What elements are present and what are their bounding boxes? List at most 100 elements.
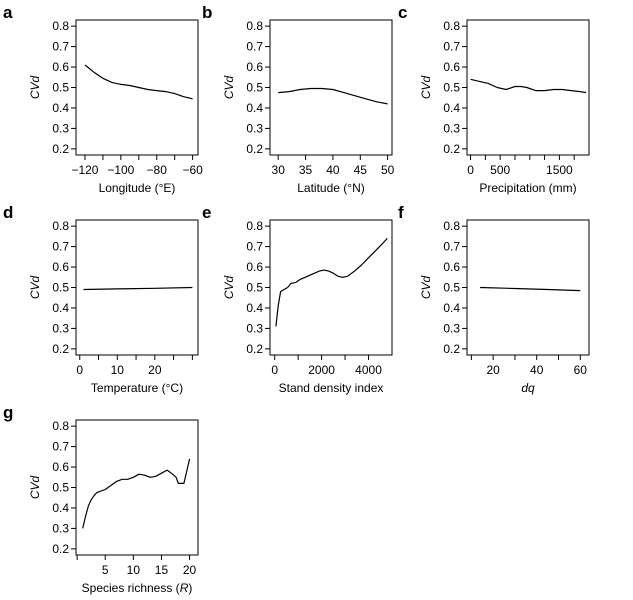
panel-f: f 0.2 0.3 0.4 0.5 0.6 0.7 0.8 20 40 60 dq CVd [398, 203, 590, 395]
series-line [480, 286, 581, 292]
y-axis-label: CVd [28, 276, 42, 300]
series-line [82, 458, 191, 529]
y-tick-label: 0.7 [246, 40, 263, 54]
x-tick-label: 4000 [355, 363, 382, 377]
y-tick-label: 0.7 [52, 40, 69, 54]
y-tick-label: 0.2 [52, 142, 69, 156]
y-tick-label: 0.4 [443, 301, 460, 315]
x-tick-label: −60 [182, 163, 203, 177]
panel-a: a 0.2 0.3 0.4 0.5 0.6 0.7 0.8 −120 −100 −80 −60 Long… [3, 3, 203, 195]
y-tick-label: 0.8 [246, 19, 263, 33]
y-tick-label: 0.5 [52, 281, 69, 295]
panel-d: d 0.2 0.3 0.4 0.5 0.6 0.7 0.8 0 10 20 Temperature (… [3, 203, 199, 395]
x-tick-label: 40 [326, 163, 340, 177]
x-tick-label: 20 [183, 563, 197, 577]
x-axis-label: Longitude (°E) [99, 181, 176, 195]
y-tick-label: 0.8 [52, 219, 69, 233]
plot-frame [269, 19, 393, 156]
x-axis-label: dq [521, 381, 535, 395]
y-tick-label: 0.7 [443, 240, 460, 254]
panel-letter-c: c [398, 3, 407, 22]
x-tick-label: −80 [147, 163, 168, 177]
y-tick-label: 0.6 [52, 460, 69, 474]
y-axis-label: CVd [222, 76, 236, 100]
y-tick-label: 0.7 [52, 240, 69, 254]
y-tick-label: 0.7 [443, 40, 460, 54]
y-tick-label: 0.3 [52, 521, 69, 535]
y-axis-label: CVd [28, 76, 42, 100]
y-tick-label: 0.5 [246, 81, 263, 95]
panel-letter-a: a [3, 3, 13, 22]
x-axis-label: Species richness (R) [82, 581, 193, 595]
x-tick-label: 10 [111, 363, 125, 377]
x-tick-label: 40 [530, 363, 544, 377]
y-tick-label: 0.5 [443, 81, 460, 95]
x-tick-label: 60 [574, 363, 588, 377]
panel-letter-e: e [202, 203, 211, 222]
series-line [83, 286, 193, 291]
panel-e: e 0.2 0.3 0.4 0.5 0.6 0.7 0.8 0 2000 4000 Stand den… [202, 203, 393, 395]
y-tick-label: 0.2 [52, 542, 69, 556]
y-tick-label: 0.4 [52, 501, 69, 515]
y-tick-label: 0.8 [443, 219, 460, 233]
y-tick-label: 0.5 [443, 281, 460, 295]
y-tick-label: 0.4 [52, 101, 69, 115]
y-tick-label: 0.4 [52, 301, 69, 315]
x-axis-label: Precipitation (mm) [479, 181, 576, 195]
y-tick-label: 0.3 [443, 321, 460, 335]
y-tick-label: 0.6 [443, 60, 460, 74]
x-axis-label: Stand density index [279, 381, 384, 395]
y-tick-label: 0.6 [246, 260, 263, 274]
x-tick-label: 50 [381, 163, 395, 177]
x-tick-label: 35 [299, 163, 313, 177]
series-line [275, 237, 388, 327]
panel-g: g 0.2 0.3 0.4 0.5 0.6 0.7 0.8 5 10 15 20 Species ric… [3, 403, 199, 595]
panel-letter-b: b [202, 3, 212, 22]
x-tick-label: 45 [354, 163, 368, 177]
y-tick-label: 0.5 [246, 281, 263, 295]
y-axis-label: CVd [222, 276, 236, 300]
y-tick-label: 0.6 [52, 60, 69, 74]
x-tick-label: −120 [71, 163, 98, 177]
y-tick-label: 0.7 [246, 240, 263, 254]
y-tick-label: 0.8 [443, 19, 460, 33]
y-tick-label: 0.6 [246, 60, 263, 74]
y-tick-label: 0.2 [52, 342, 69, 356]
y-tick-label: 0.3 [443, 121, 460, 135]
y-tick-label: 0.2 [246, 142, 263, 156]
series-line [278, 87, 388, 105]
y-tick-label: 0.5 [52, 481, 69, 495]
panel-c: c 0.2 0.3 0.4 0.5 0.6 0.7 0.8 0 500 1500 Precipitat… [398, 3, 590, 195]
x-axis-label: Temperature (°C) [91, 381, 183, 395]
x-tick-label: 15 [155, 563, 169, 577]
y-tick-label: 0.6 [52, 260, 69, 274]
y-tick-label: 0.8 [52, 19, 69, 33]
y-tick-label: 0.4 [443, 101, 460, 115]
y-tick-label: 0.3 [52, 321, 69, 335]
x-tick-label: 2000 [308, 363, 335, 377]
y-tick-label: 0.2 [443, 342, 460, 356]
y-tick-label: 0.7 [52, 440, 69, 454]
x-tick-label: 5 [102, 563, 109, 577]
x-tick-label: −100 [107, 163, 134, 177]
x-tick-label: 20 [148, 363, 162, 377]
y-tick-label: 0.2 [443, 142, 460, 156]
x-tick-label: 20 [486, 363, 500, 377]
x-tick-label: 1500 [546, 163, 573, 177]
y-tick-label: 0.8 [52, 419, 69, 433]
x-tick-label: 0 [76, 363, 83, 377]
panel-letter-d: d [3, 203, 13, 222]
y-tick-label: 0.3 [246, 321, 263, 335]
plot-frame [75, 419, 199, 556]
x-tick-label: 0 [271, 363, 278, 377]
x-tick-label: 0 [467, 163, 474, 177]
y-tick-label: 0.4 [246, 301, 263, 315]
y-tick-label: 0.5 [52, 81, 69, 95]
y-axis-label: CVd [419, 276, 433, 300]
panel-letter-g: g [3, 403, 13, 422]
x-tick-label: 500 [490, 163, 510, 177]
y-tick-label: 0.3 [52, 121, 69, 135]
panel-letter-f: f [398, 203, 404, 222]
series-line [84, 64, 193, 100]
